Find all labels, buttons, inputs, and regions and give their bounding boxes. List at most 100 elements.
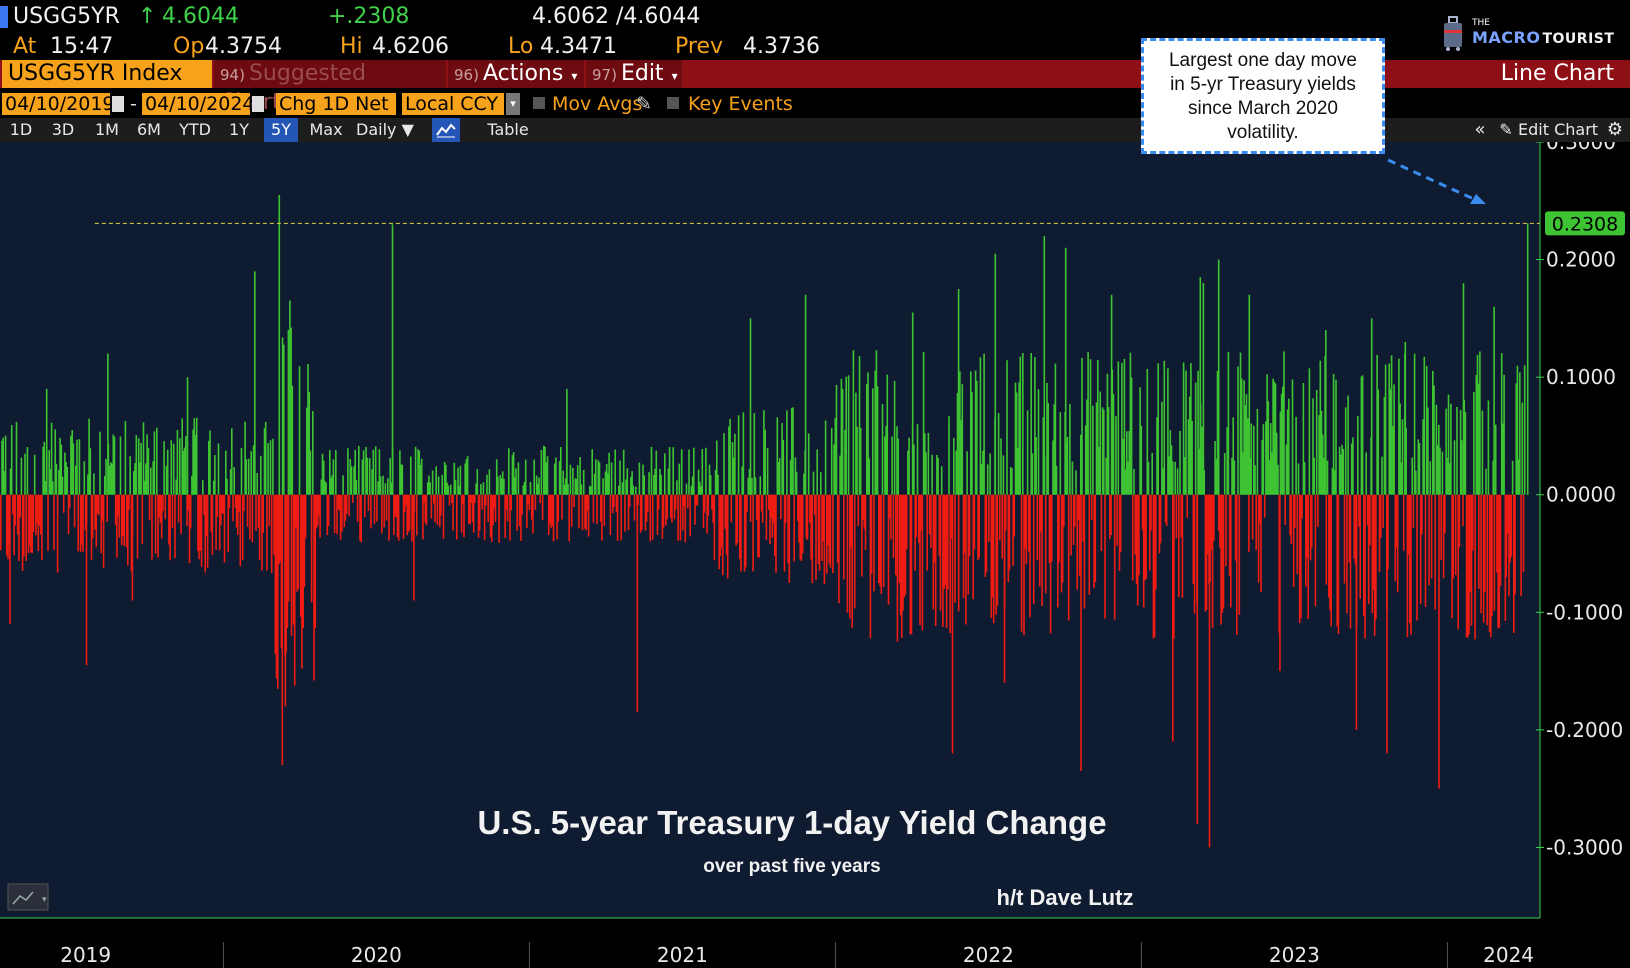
yield-change-bar bbox=[638, 462, 641, 495]
yield-change-bar bbox=[857, 494, 860, 527]
yield-change-bar bbox=[1113, 494, 1116, 620]
calendar-icon[interactable] bbox=[252, 96, 264, 112]
yield-change-bar bbox=[457, 467, 459, 495]
edit-menu[interactable]: 97) Edit ▾ bbox=[586, 60, 682, 88]
yield-change-bar bbox=[1084, 425, 1087, 495]
yield-change-bar bbox=[258, 494, 261, 561]
yield-change-bar bbox=[1191, 420, 1193, 495]
last-value-badge-bg bbox=[1545, 211, 1625, 236]
yield-change-bar bbox=[474, 494, 476, 503]
yield-change-bar bbox=[374, 446, 377, 495]
yield-change-bar bbox=[407, 494, 410, 533]
field-select[interactable]: Chg 1D Net bbox=[276, 93, 396, 115]
yield-change-bar bbox=[1317, 494, 1319, 527]
yield-change-bar bbox=[1078, 494, 1081, 576]
yield-change-bar bbox=[1461, 440, 1463, 495]
ticker-symbol[interactable]: USGG5YR bbox=[13, 4, 120, 29]
yield-change-bar bbox=[575, 479, 578, 495]
yield-change-bar bbox=[660, 474, 662, 495]
chevron-down-icon[interactable]: ▾ bbox=[506, 93, 520, 115]
period-3d[interactable]: 3D bbox=[51, 120, 75, 139]
frequency-select[interactable]: Daily ▼ bbox=[356, 118, 418, 142]
yield-change-bar bbox=[630, 477, 632, 495]
yield-change-bar bbox=[354, 449, 356, 495]
yield-change-bar bbox=[932, 494, 935, 610]
yield-change-bar bbox=[122, 494, 124, 536]
yield-change-bar bbox=[628, 494, 631, 507]
pencil-icon[interactable]: ✎ bbox=[1499, 120, 1513, 139]
yield-change-bar bbox=[1485, 468, 1487, 495]
period-1d[interactable]: 1D bbox=[9, 120, 33, 139]
key-move-bar bbox=[391, 224, 394, 495]
yield-change-bar bbox=[1168, 456, 1170, 495]
yield-change-bar bbox=[768, 494, 770, 510]
yield-change-bar bbox=[44, 481, 47, 495]
yield-change-bar bbox=[770, 494, 772, 518]
yield-change-bar bbox=[19, 494, 21, 518]
line-chart-icon[interactable] bbox=[432, 118, 460, 142]
yield-change-bar bbox=[68, 494, 71, 508]
period-max[interactable]: Max bbox=[309, 120, 343, 139]
mov-avgs-checkbox[interactable] bbox=[533, 97, 545, 109]
yield-change-bar bbox=[327, 494, 330, 526]
yield-change-bar bbox=[585, 494, 587, 530]
security-field[interactable]: USGG5YR Index bbox=[2, 60, 212, 88]
mov-avgs-label: Mov Avgs bbox=[552, 93, 643, 115]
yield-change-bar bbox=[395, 494, 398, 518]
yield-change-bar bbox=[905, 494, 908, 550]
yield-change-bar bbox=[424, 494, 427, 523]
yield-change-bar bbox=[297, 494, 300, 590]
yield-change-bar bbox=[1122, 439, 1124, 495]
period-1y[interactable]: 1Y bbox=[229, 120, 249, 139]
yield-change-bar bbox=[622, 449, 625, 495]
calendar-icon[interactable] bbox=[112, 96, 124, 112]
yield-change-bar bbox=[580, 484, 583, 495]
yield-change-bar bbox=[1493, 494, 1496, 611]
yield-change-bar bbox=[1421, 494, 1423, 535]
period-ytd[interactable]: YTD bbox=[179, 120, 211, 139]
period-5y[interactable]: 5Y bbox=[264, 118, 298, 142]
end-date-field[interactable]: 04/10/2024 bbox=[142, 93, 255, 115]
yield-change-bar bbox=[799, 494, 801, 560]
table-button[interactable]: Table bbox=[487, 120, 529, 139]
chart-type-label[interactable]: Line Chart bbox=[1500, 61, 1614, 86]
yield-change-bar bbox=[358, 446, 360, 495]
actions-menu[interactable]: 96) Actions ▾ bbox=[448, 60, 584, 88]
yield-change-bar bbox=[1363, 494, 1365, 616]
chart-type-toggle[interactable]: ▾ bbox=[7, 883, 49, 911]
period-1m[interactable]: 1M bbox=[95, 120, 119, 139]
yield-change-bar bbox=[193, 418, 196, 495]
yield-change-bar bbox=[818, 494, 821, 571]
yield-change-bar bbox=[728, 426, 730, 495]
period-6m[interactable]: 6M bbox=[137, 120, 161, 139]
yield-change-bar bbox=[273, 494, 275, 555]
yield-change-bar bbox=[260, 455, 262, 495]
yield-change-bar bbox=[708, 464, 711, 495]
yield-change-bar bbox=[1418, 443, 1421, 495]
suggested-charts-menu[interactable]: 94)Suggested Charts▾ bbox=[214, 60, 446, 115]
yield-change-bar bbox=[319, 494, 321, 538]
yield-change-bar bbox=[927, 432, 930, 495]
yield-change-bar bbox=[324, 480, 326, 495]
yield-change-bar bbox=[828, 494, 831, 564]
pencil-icon[interactable]: ✎ bbox=[636, 93, 652, 115]
gear-icon[interactable]: ⚙ bbox=[1606, 119, 1624, 140]
collapse-icon[interactable]: « bbox=[1474, 119, 1486, 140]
yield-change-bar bbox=[141, 494, 144, 544]
key-events-checkbox[interactable] bbox=[667, 97, 679, 109]
yield-change-bar bbox=[1123, 358, 1126, 495]
edit-chart-button[interactable]: Edit Chart bbox=[1518, 120, 1599, 139]
yield-change-bar bbox=[1498, 494, 1501, 628]
yield-change-bar bbox=[570, 494, 573, 527]
yield-change-bar bbox=[250, 451, 252, 495]
yield-change-bar bbox=[478, 494, 481, 531]
yield-change-bar bbox=[801, 494, 804, 554]
start-date-field[interactable]: 04/10/2019 bbox=[2, 93, 115, 115]
yield-change-bar bbox=[1260, 494, 1262, 592]
yield-change-bar bbox=[14, 494, 17, 526]
yield-change-bar bbox=[1519, 372, 1521, 495]
yield-change-bar bbox=[1508, 494, 1510, 597]
yield-change-bar bbox=[308, 392, 310, 495]
yield-change-bar bbox=[368, 458, 371, 495]
currency-select[interactable]: Local CCY bbox=[402, 93, 504, 115]
